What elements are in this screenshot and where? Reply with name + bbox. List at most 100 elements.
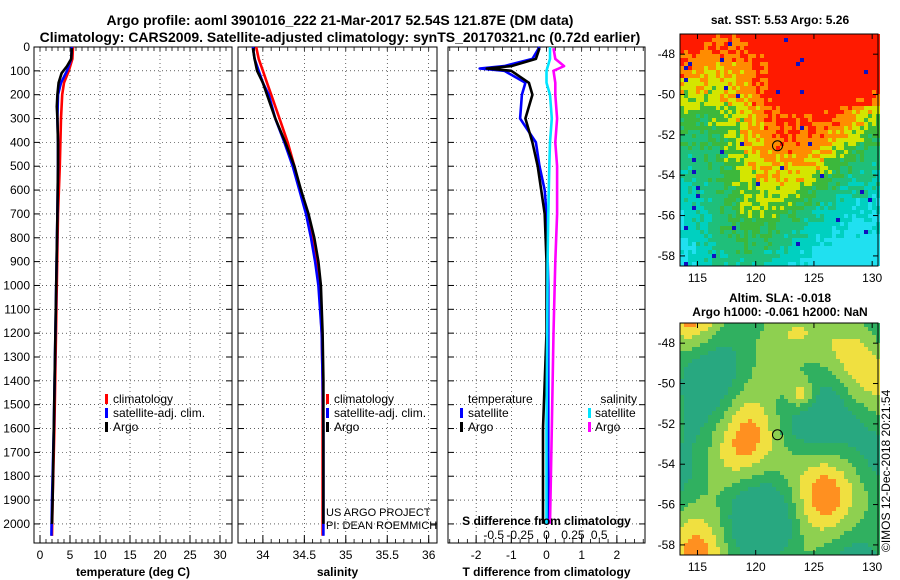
sst-map-cell bbox=[704, 246, 708, 250]
sst-map-cell bbox=[872, 50, 876, 54]
sla-map-cell bbox=[768, 323, 772, 327]
depth-ytick-label: 500 bbox=[10, 159, 30, 173]
sst-map-cell bbox=[680, 154, 684, 158]
sst-map-cell bbox=[784, 46, 788, 50]
sla-map-cell bbox=[824, 431, 828, 435]
sst-map-cell bbox=[820, 226, 824, 230]
sst-map-cell bbox=[828, 170, 832, 174]
sla-map-cell bbox=[696, 331, 700, 335]
sst-map-cell bbox=[808, 210, 812, 214]
sst-map-cell bbox=[732, 170, 736, 174]
sst-map-cell bbox=[688, 250, 692, 254]
sst-map-cell bbox=[764, 58, 768, 62]
sst-map-cell bbox=[796, 66, 800, 70]
sla-map-cell bbox=[764, 403, 768, 407]
sst-map-cell bbox=[844, 214, 848, 218]
sla-map-cell bbox=[864, 435, 868, 439]
sst-map-cell bbox=[732, 50, 736, 54]
sla-map-cell bbox=[824, 435, 828, 439]
sst-map-cell bbox=[756, 166, 760, 170]
sla-map-cell bbox=[704, 351, 708, 355]
sst-map-cell bbox=[680, 226, 684, 230]
sla-map-cell bbox=[688, 367, 692, 371]
panel-difference: -2 -1 0 1 2T difference from climatology bbox=[447, 46, 646, 579]
sst-map-cell bbox=[784, 86, 788, 90]
sla-map-cell bbox=[820, 447, 824, 451]
sst-map-cell bbox=[816, 106, 820, 110]
sst-map-cell bbox=[700, 78, 704, 82]
sla-map-cell bbox=[780, 383, 784, 387]
sst-map-cell bbox=[732, 242, 736, 246]
sst-map-cell bbox=[796, 210, 800, 214]
sst-map-cell bbox=[696, 214, 700, 218]
sst-map-cell bbox=[696, 146, 700, 150]
sst-map-cell bbox=[808, 170, 812, 174]
sla-map-cell bbox=[812, 411, 816, 415]
sst-map-cell bbox=[840, 118, 844, 122]
sla-map-cell bbox=[692, 423, 696, 427]
sst-map-cell bbox=[816, 50, 820, 54]
sst-map-cell bbox=[792, 98, 796, 102]
sla-map-cell bbox=[816, 383, 820, 387]
sla-map-cell bbox=[836, 371, 840, 375]
sst-map-cell bbox=[724, 226, 728, 230]
sst-map-cell bbox=[848, 250, 852, 254]
sla-map-cell bbox=[872, 351, 876, 355]
sst-map-cell bbox=[788, 66, 792, 70]
sst-map-cell bbox=[792, 134, 796, 138]
sla-map-cell bbox=[776, 347, 780, 351]
sst-map-cell bbox=[756, 34, 760, 38]
sst-map-cell bbox=[860, 70, 864, 74]
sst-map-cell bbox=[792, 106, 796, 110]
sst-map-cell bbox=[824, 78, 828, 82]
sst-map-cell bbox=[792, 130, 796, 134]
sst-map-cell bbox=[772, 198, 776, 202]
sst-map-cell bbox=[784, 70, 788, 74]
sst-map-cell bbox=[756, 130, 760, 134]
sla-map-cell bbox=[684, 415, 688, 419]
credit-project: US ARGO PROJECT bbox=[326, 507, 431, 519]
sla-map-cell bbox=[800, 431, 804, 435]
sst-map-cell bbox=[720, 210, 724, 214]
sla-map-cell bbox=[860, 343, 864, 347]
sst-map-cell bbox=[844, 62, 848, 66]
sst-map-cell bbox=[804, 130, 808, 134]
sst_map-xtick-label: 120 bbox=[746, 271, 766, 285]
sst-map-cell bbox=[744, 214, 748, 218]
sst-map-cell bbox=[760, 50, 764, 54]
sst-map-cell bbox=[804, 190, 808, 194]
sla-map-cell bbox=[744, 431, 748, 435]
sst-map-cell bbox=[712, 50, 716, 54]
sst-map-cell bbox=[792, 202, 796, 206]
sst-map-cell bbox=[708, 90, 712, 94]
sla-map-cell bbox=[760, 383, 764, 387]
sla-map-cell bbox=[752, 335, 756, 339]
sst-map-cell bbox=[788, 142, 792, 146]
sst-map-cell bbox=[840, 246, 844, 250]
sla-map-cell bbox=[836, 323, 840, 327]
sst-map-cell bbox=[724, 46, 728, 50]
sst-map-cell bbox=[792, 78, 796, 82]
sla-map-cell bbox=[796, 331, 800, 335]
sla-map-cell bbox=[784, 335, 788, 339]
sla-map-cell bbox=[808, 447, 812, 451]
sst-map-cell bbox=[820, 202, 824, 206]
sla-map-cell bbox=[860, 439, 864, 443]
sst-map-cell bbox=[872, 98, 876, 102]
sla-map-cell bbox=[688, 379, 692, 383]
sst-map-cell bbox=[828, 218, 832, 222]
sst-map-cell bbox=[772, 138, 776, 142]
sst-map-cell bbox=[728, 62, 732, 66]
depth-ytick-label: 1800 bbox=[3, 469, 30, 483]
sst-map-cell bbox=[780, 202, 784, 206]
sst-map-cell bbox=[792, 74, 796, 78]
sla-map-cell bbox=[680, 323, 684, 327]
sst-map-cell bbox=[852, 258, 856, 262]
sla-map-cell bbox=[840, 427, 844, 431]
sst-map-cell bbox=[848, 138, 852, 142]
sst-map-cell bbox=[772, 202, 776, 206]
sst-map-cell bbox=[852, 138, 856, 142]
sst-map-cell bbox=[704, 258, 708, 262]
sla-map-cell bbox=[760, 387, 764, 391]
sla-map-cell bbox=[808, 343, 812, 347]
